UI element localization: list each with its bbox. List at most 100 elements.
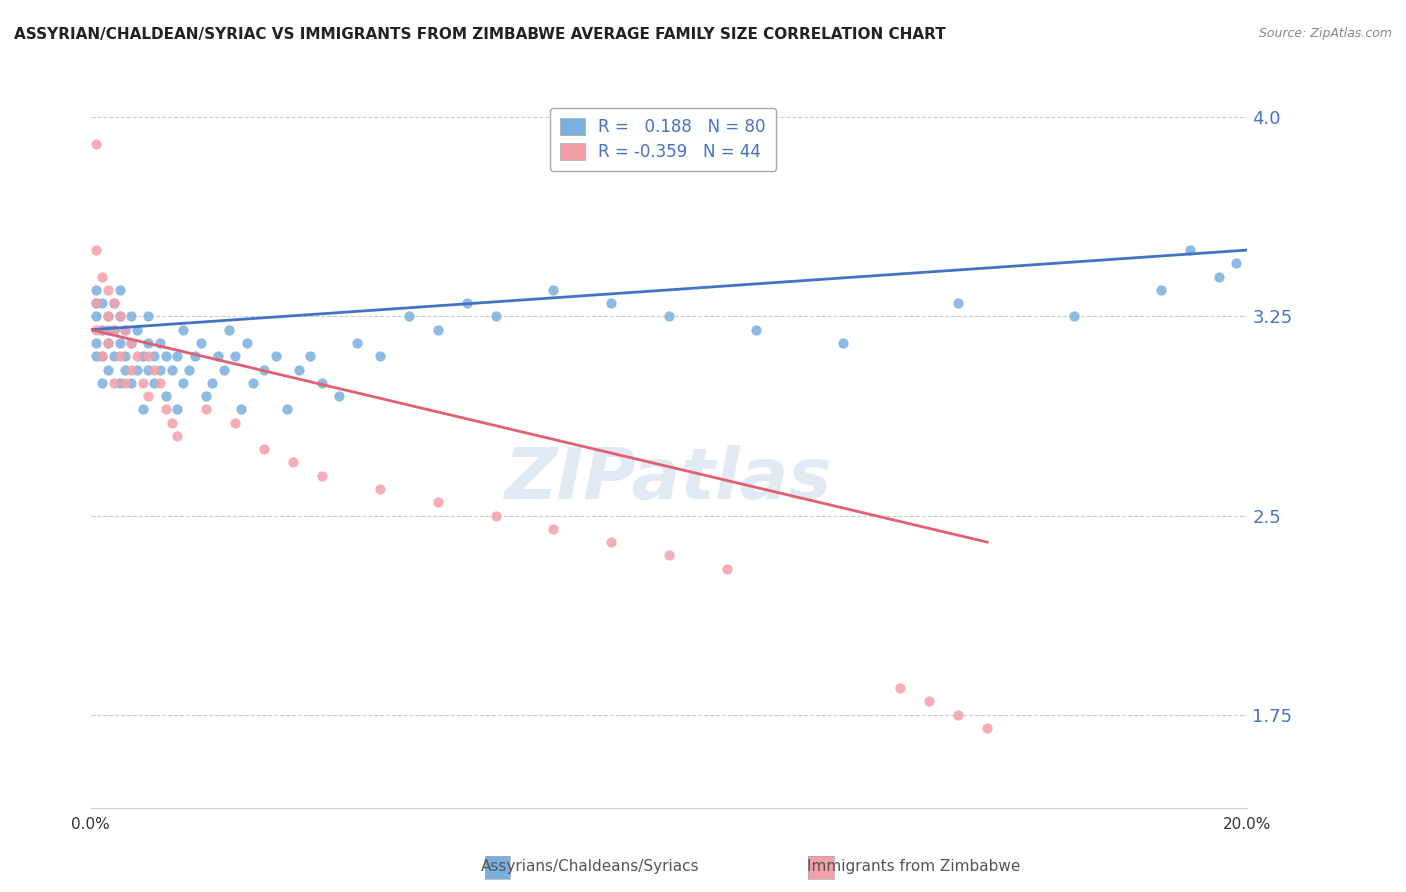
Point (91, 323, 114, 337)
Point (281, 455, 304, 469)
Point (311, 376, 333, 390)
Point (86, 136, 108, 151)
Point (484, 508, 506, 523)
Point (172, 376, 194, 390)
Point (108, 310, 131, 324)
Point (86, 243, 108, 257)
Point (120, 336, 142, 351)
Point (253, 442, 276, 457)
Point (114, 376, 136, 390)
Point (1150, 283, 1173, 297)
Point (138, 389, 160, 403)
Point (155, 389, 177, 403)
Point (398, 310, 420, 324)
Point (103, 376, 125, 390)
Point (114, 323, 136, 337)
Point (138, 362, 160, 376)
Point (149, 336, 172, 351)
Point (155, 402, 177, 417)
Point (543, 283, 565, 297)
Point (236, 336, 259, 351)
Point (918, 694, 941, 708)
Point (125, 323, 148, 337)
Point (108, 349, 131, 363)
Point (91, 349, 114, 363)
Point (253, 362, 276, 376)
Point (155, 349, 177, 363)
Point (149, 376, 172, 390)
Point (600, 535, 623, 549)
Point (120, 362, 142, 376)
Legend: R =   0.188   N = 80, R = -0.359   N = 44: R = 0.188 N = 80, R = -0.359 N = 44 (550, 108, 776, 170)
Point (91, 349, 114, 363)
Point (229, 402, 252, 417)
Point (212, 362, 235, 376)
Point (172, 323, 194, 337)
Point (368, 482, 391, 496)
Point (166, 402, 188, 417)
Point (658, 310, 681, 324)
Point (138, 310, 160, 324)
Point (184, 349, 207, 363)
Text: Assyrians/Chaldeans/Syriacs: Assyrians/Chaldeans/Syriacs (481, 859, 700, 874)
Point (311, 468, 333, 483)
Point (108, 336, 131, 351)
Point (103, 349, 125, 363)
Point (149, 362, 172, 376)
Text: Source: ZipAtlas.com: Source: ZipAtlas.com (1258, 27, 1392, 40)
Point (131, 402, 153, 417)
Point (97, 283, 120, 297)
Point (97, 323, 120, 337)
Point (138, 349, 160, 363)
Point (1208, 269, 1230, 284)
Point (108, 376, 131, 390)
Point (328, 389, 350, 403)
Point (299, 349, 322, 363)
Point (201, 376, 224, 390)
Point (456, 296, 478, 310)
Text: ASSYRIAN/CHALDEAN/SYRIAC VS IMMIGRANTS FROM ZIMBABWE AVERAGE FAMILY SIZE CORRELA: ASSYRIAN/CHALDEAN/SYRIAC VS IMMIGRANTS F… (14, 27, 946, 42)
Point (86, 283, 108, 297)
Point (242, 376, 264, 390)
Point (831, 336, 853, 351)
Point (103, 323, 125, 337)
Text: Immigrants from Zimbabwe: Immigrants from Zimbabwe (807, 859, 1021, 874)
Point (108, 283, 131, 297)
Point (346, 336, 368, 351)
Point (120, 310, 142, 324)
Point (218, 323, 240, 337)
Point (91, 323, 114, 337)
Point (160, 416, 183, 430)
Point (91, 376, 114, 390)
Point (97, 336, 120, 351)
Point (143, 376, 166, 390)
Point (190, 336, 212, 351)
Point (426, 323, 449, 337)
Point (86, 296, 108, 310)
Point (368, 349, 391, 363)
Point (97, 310, 120, 324)
Point (131, 376, 153, 390)
Point (1063, 310, 1085, 324)
Point (131, 349, 153, 363)
Point (143, 349, 166, 363)
Point (138, 336, 160, 351)
Point (125, 362, 148, 376)
Point (207, 349, 229, 363)
Point (600, 296, 623, 310)
Point (224, 349, 246, 363)
Point (91, 296, 114, 310)
Point (889, 681, 911, 696)
Text: ZIPatlas: ZIPatlas (505, 444, 832, 514)
Point (108, 310, 131, 324)
Point (86, 336, 108, 351)
Point (91, 269, 114, 284)
Point (114, 323, 136, 337)
Point (276, 402, 298, 417)
Point (86, 323, 108, 337)
Point (658, 549, 681, 563)
Point (948, 707, 970, 722)
Point (948, 296, 970, 310)
Point (86, 349, 108, 363)
Point (288, 362, 311, 376)
